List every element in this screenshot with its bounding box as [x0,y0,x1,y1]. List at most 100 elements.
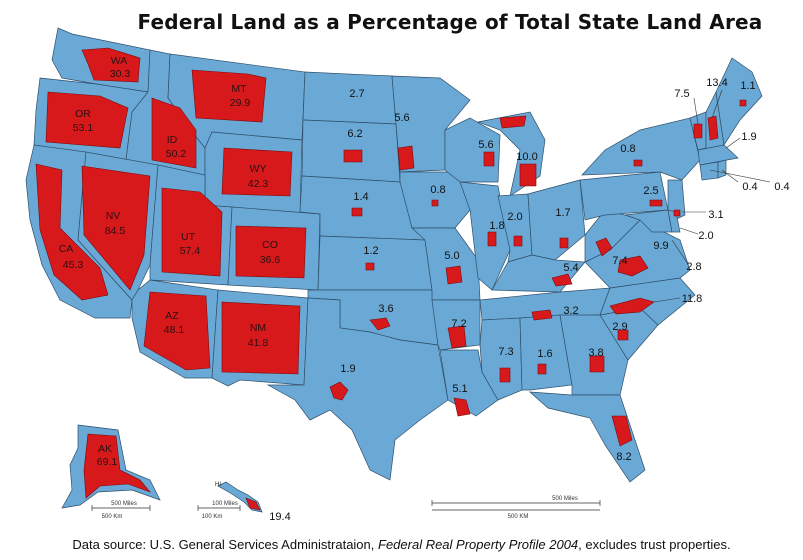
leader-lines [653,89,771,303]
value-va: 9.9 [653,240,668,252]
caption-suffix: , excludes trust properties. [578,537,731,552]
value-ne: 1.4 [353,191,368,203]
label-wa-abbr: WA [111,55,128,67]
value-pa: 2.5 [643,185,658,197]
value-ms: 7.3 [498,346,513,358]
label-wa-value: 30.3 [110,68,131,80]
fed-al [537,363,547,375]
caption-source-title: Federal Real Property Profile 2004 [378,537,579,552]
fed-wv [595,237,613,257]
label-id-value: 50.2 [166,148,187,160]
label-id-abbr: ID [167,134,178,146]
fed-ne [351,207,363,217]
fed-nj [673,209,681,217]
fed-nc [609,297,655,315]
main-scale-km: 500 KM [508,514,529,520]
value-mn: 5.6 [394,112,409,124]
label-wy-value: 42.3 [248,178,269,190]
value-ok: 3.6 [378,303,393,315]
fed-co [235,225,307,279]
fed-mo [445,265,463,285]
value-ma: 1.9 [741,131,756,143]
label-co-abbr: CO [262,239,278,251]
value-sd: 6.2 [347,128,362,140]
fed-hi [245,497,261,511]
value-nh: 13.4 [706,77,727,89]
value-tn: 3.2 [563,305,578,317]
fed-ny [633,159,643,167]
value-ct: 0.4 [774,181,789,193]
fed-mi-up [499,115,527,129]
ak-scale-miles: 500 Miles [111,501,137,507]
ak-scale-km: 500 Km [102,514,123,520]
label-ak-value: 69.1 [97,456,118,468]
fed-ia [431,199,439,207]
fed-mi [519,163,537,187]
fed-la [453,397,471,417]
label-ut-abbr: UT [181,231,196,243]
label-hi-value: 19.4 [269,511,290,523]
fed-ok [369,317,391,331]
label-ut-value: 57.4 [180,245,201,257]
value-sc: 2.9 [612,321,627,333]
fed-tn [531,309,553,321]
label-az-abbr: AZ [165,310,179,322]
hi-scale-km: 100 Km [202,514,223,520]
state-ar [431,299,481,351]
fed-tx [329,381,349,401]
value-fl: 8.2 [616,451,631,463]
federal-land-layer [35,47,747,511]
state-al [519,314,573,391]
caption-prefix: Data source: U.S. General Services Admin… [72,537,378,552]
state-ma [697,144,739,166]
label-co-value: 36.6 [260,254,281,266]
state-me [715,57,763,146]
fed-il [487,231,497,247]
label-ak-abbr: AK [98,443,112,455]
label-nv-value: 84.5 [105,225,126,237]
fed-wi [483,151,495,167]
fed-vt [693,123,703,139]
fed-pa [649,199,663,207]
value-md: 2.8 [686,261,701,273]
state-md [624,209,673,233]
value-nd: 2.7 [349,88,364,100]
label-nv-abbr: NV [106,210,121,222]
fed-me [739,99,747,107]
label-mt-abbr: MT [231,83,247,95]
label-or-value: 53.1 [73,122,94,134]
fed-ga [589,355,605,373]
state-oh [527,179,586,261]
fed-ks [365,262,375,271]
value-ga: 3.8 [588,347,603,359]
value-labels: 2.7 6.2 1.4 1.2 3.6 1.9 5.6 0.8 5.0 7.2 … [340,77,789,463]
scale-bar-alaska: 500 Miles 500 Km [91,501,151,520]
label-hi-abbr: HI [215,482,221,488]
value-ks: 1.2 [363,245,378,257]
map-title: Federal Land as a Percentage of Total St… [137,10,763,34]
value-nc: 11.8 [682,293,703,305]
value-nj: 3.1 [708,209,723,221]
state-ri [717,159,727,179]
fed-oh [559,237,569,249]
fed-az [143,291,211,371]
state-tx [266,297,449,481]
value-al: 1.6 [537,348,552,360]
scale-bar-main: 500 Miles 500 KM [431,496,601,520]
fed-in [513,235,523,247]
fed-ky [551,273,573,287]
fed-ca [35,163,109,301]
value-me: 1.1 [740,80,755,92]
value-ri: 0.4 [742,181,757,193]
fed-sc [617,329,629,341]
label-nm-abbr: NM [250,322,266,334]
value-la: 5.1 [452,383,467,395]
fed-id [151,97,197,169]
value-wv: 7.4 [612,255,627,267]
data-source-caption: Data source: U.S. General Services Admin… [0,537,803,552]
state-fl [528,391,646,483]
value-in: 2.0 [507,211,522,223]
western-labels: WA 30.3 OR 53.1 ID 50.2 MT 29.9 WY 42.3 … [59,55,291,523]
label-ca-value: 45.3 [63,259,84,271]
